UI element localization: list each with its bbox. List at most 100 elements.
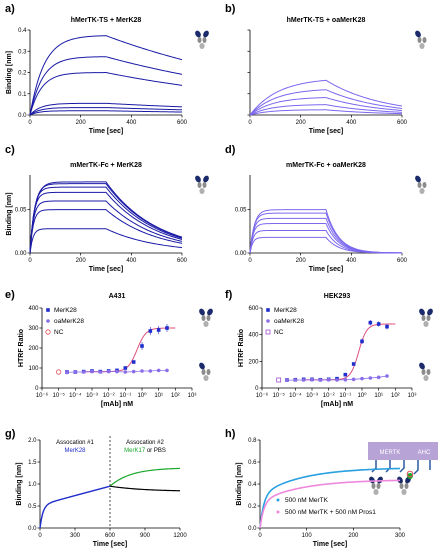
x-axis-label: Time [sec] (89, 266, 124, 273)
fit-curve (83, 327, 176, 373)
antibody-fc (206, 315, 211, 321)
y-tick-label: 0.00 (235, 251, 247, 257)
panel-title: hMerTK-TS + oaMerK28 (287, 17, 366, 24)
antibody-icon (369, 476, 383, 495)
x-tick-label: 10⁻³ (86, 393, 98, 399)
antibody-fc (419, 43, 425, 49)
series-line (29, 35, 183, 116)
y-tick-label: 100 (28, 366, 39, 372)
panel-letter: c) (5, 144, 15, 156)
x-tick-label: 10¹ (154, 393, 163, 399)
y-tick-label: 2.0 (28, 438, 37, 444)
antibody-fc (199, 188, 205, 194)
data-point (285, 378, 289, 383)
series-line (29, 72, 183, 116)
x-tick-label: 0 (28, 258, 32, 264)
antibody-icon (419, 308, 433, 327)
legend-label: oaMerK28 (274, 318, 304, 325)
panel-a: a) hMerTK-TS + MerK28 0 200 400 600 0.0 0.1 0.2 0… (5, 3, 209, 135)
one-arm-antibody-icon (415, 175, 427, 194)
antibody-fc (199, 43, 205, 49)
data-point (131, 360, 136, 364)
antibody-fc (399, 483, 404, 489)
y-tick-label: 0.4 (248, 482, 257, 488)
antibody-fc (423, 375, 429, 381)
x-tick-label: 0 (38, 533, 42, 539)
fit-curve (303, 323, 396, 381)
antibody-fc (206, 369, 211, 375)
panel-letter: f) (225, 289, 233, 301)
antibody-arm (397, 476, 403, 484)
y-tick-label: 0.0 (28, 526, 37, 532)
receptor-box (368, 442, 412, 460)
antibody-arm (427, 308, 433, 316)
x-tick-label: 10⁻² (103, 393, 115, 399)
series-line (29, 56, 183, 116)
legend-marker (276, 498, 280, 502)
panel-c: c) mMerTK-Fc + MerK28 0 200 400 600 0.00 0.05 Ti… (5, 144, 209, 273)
annotation: Assocation #1 (56, 440, 94, 446)
antibody-fc (197, 182, 202, 188)
series-line (249, 223, 403, 254)
antibody-arm (203, 30, 209, 38)
data-point (351, 362, 356, 366)
data-point (310, 377, 314, 382)
panel-b: b) hMerTK-TS + oaMerK28 0 200 400 600 Time [se… (225, 3, 427, 135)
x-tick-label: 10³ (188, 393, 197, 399)
x-tick-label: 0 (248, 120, 252, 126)
antibody-fc (202, 182, 207, 188)
antibody-fc (426, 369, 431, 375)
data-point (56, 369, 62, 375)
antibody-fc (421, 369, 426, 375)
y-tick-label: 0 (255, 386, 259, 392)
data-point (65, 370, 69, 375)
x-tick-label: 10⁻¹ (119, 393, 131, 399)
antibody-fc (203, 321, 209, 327)
legend-label: MerK28 (54, 307, 77, 314)
legend-marker (265, 329, 271, 335)
x-tick-label: 10⁻³ (306, 393, 318, 399)
antibody-fc (419, 188, 425, 194)
panel-title: HEK293 (324, 293, 351, 300)
receptor-stalk (413, 460, 419, 475)
series-line (249, 229, 402, 254)
x-tick-label: 10⁻⁶ (256, 392, 269, 399)
data-point (148, 369, 153, 373)
y-tick-label: 0.2 (248, 504, 257, 510)
series-line (259, 467, 401, 529)
x-tick-label: 900 (140, 533, 151, 539)
series-line (39, 485, 111, 529)
x-axis-label: Time [sec] (309, 266, 344, 273)
antibody-fc (371, 483, 376, 489)
series-line (29, 181, 183, 254)
x-axis-label: Time [sec] (89, 128, 124, 135)
x-tick-label: 10² (391, 393, 400, 399)
antibody-fc (197, 37, 202, 43)
x-tick-label: 400 (346, 120, 357, 126)
legend-marker (276, 510, 280, 514)
data-point (385, 374, 389, 378)
series-line (109, 485, 181, 492)
annotation: MerK28 (64, 448, 86, 454)
antibody-arm (207, 308, 213, 316)
y-tick-label: 1.5 (28, 460, 37, 466)
antibody-arm (203, 175, 209, 183)
antibody-arm (419, 308, 425, 316)
antibody-icon (199, 308, 213, 327)
antibody-arm (199, 362, 205, 370)
series-line (249, 109, 403, 116)
data-point (276, 377, 282, 383)
x-tick-label: 10⁻¹ (339, 393, 351, 399)
y-tick-label: 200 (248, 359, 259, 365)
y-axis-label: HTRF Ratio (238, 329, 245, 367)
series-line (249, 236, 402, 254)
antibody-fc (203, 375, 209, 381)
x-tick-label: 10⁻⁵ (273, 392, 286, 399)
antibody-arm (415, 175, 421, 183)
panel-letter: d) (225, 144, 236, 156)
annotation: Assocation #2 (126, 440, 164, 446)
x-tick-label: 10⁻⁶ (36, 392, 49, 399)
series-line (29, 200, 183, 254)
panel-d: d) mMerTK-Fc + oaMerK28 0 200 400 600 0.00 0.05… (225, 144, 427, 273)
antibody-fc (422, 37, 427, 43)
